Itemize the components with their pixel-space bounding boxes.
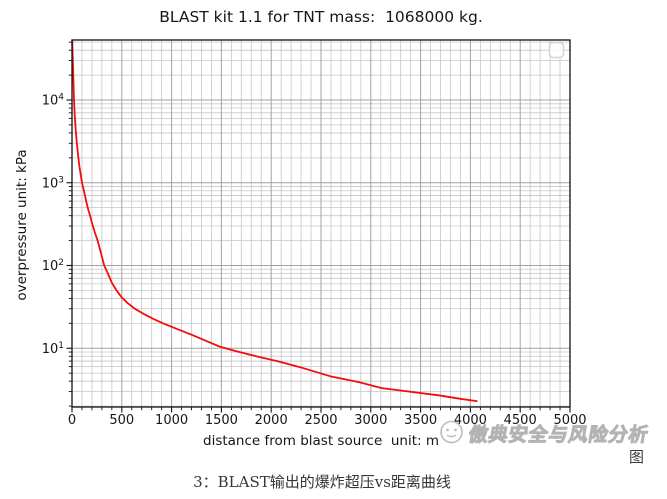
figure-word-label: 图 — [629, 448, 645, 466]
x-axis-label: distance from blast source unit: m — [203, 433, 439, 449]
x-tick-label: 4000 — [454, 413, 487, 428]
x-tick-label: 1500 — [205, 413, 238, 428]
x-tick-label: 3000 — [354, 413, 387, 428]
x-tick-label: 0 — [68, 413, 76, 428]
x-tick-label: 1000 — [155, 413, 188, 428]
y-tick-label: 101 — [42, 341, 64, 357]
y-tick-label: 103 — [42, 175, 64, 191]
overpressure-curve — [71, 39, 478, 402]
x-tick-label: 500 — [109, 413, 134, 428]
gridlines-major — [72, 40, 570, 407]
y-axis-label: overpressure unit: kPa — [14, 149, 30, 301]
y-tick-label: 102 — [42, 258, 64, 274]
plot-frame — [71, 39, 571, 408]
legend-box — [548, 41, 565, 59]
chart-title: BLAST kit 1.1 for TNT mass: 1068000 kg. — [159, 8, 483, 26]
y-tick-label: 104 — [42, 93, 65, 109]
x-tick-label: 2000 — [255, 413, 288, 428]
x-tick-label: 4500 — [504, 413, 537, 428]
data-series — [71, 39, 478, 402]
x-tick-label: 2500 — [304, 413, 337, 428]
figure-caption: 3：BLAST输出的爆炸超压vs距离曲线 — [193, 473, 451, 491]
x-tick-label: 3500 — [404, 413, 437, 428]
tick-labels: 0 500 1000 1500 2000 2500 3000 3500 4000 4500 5000… — [42, 93, 587, 428]
x-tick-label: 5000 — [553, 413, 586, 428]
